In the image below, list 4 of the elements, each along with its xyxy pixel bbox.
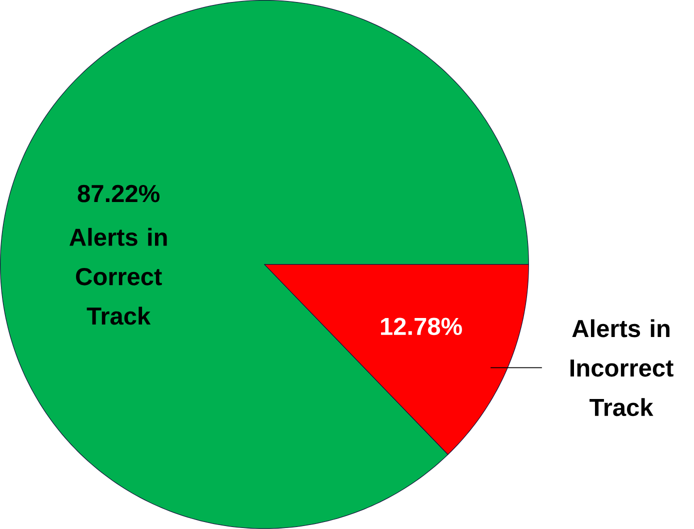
data-label: 12.78% <box>381 318 462 336</box>
data-label: 87.22% <box>78 184 160 202</box>
slice-label: Alerts in Correct Track <box>70 228 167 325</box>
slice-label: Alerts in Incorrect Track <box>570 319 674 416</box>
